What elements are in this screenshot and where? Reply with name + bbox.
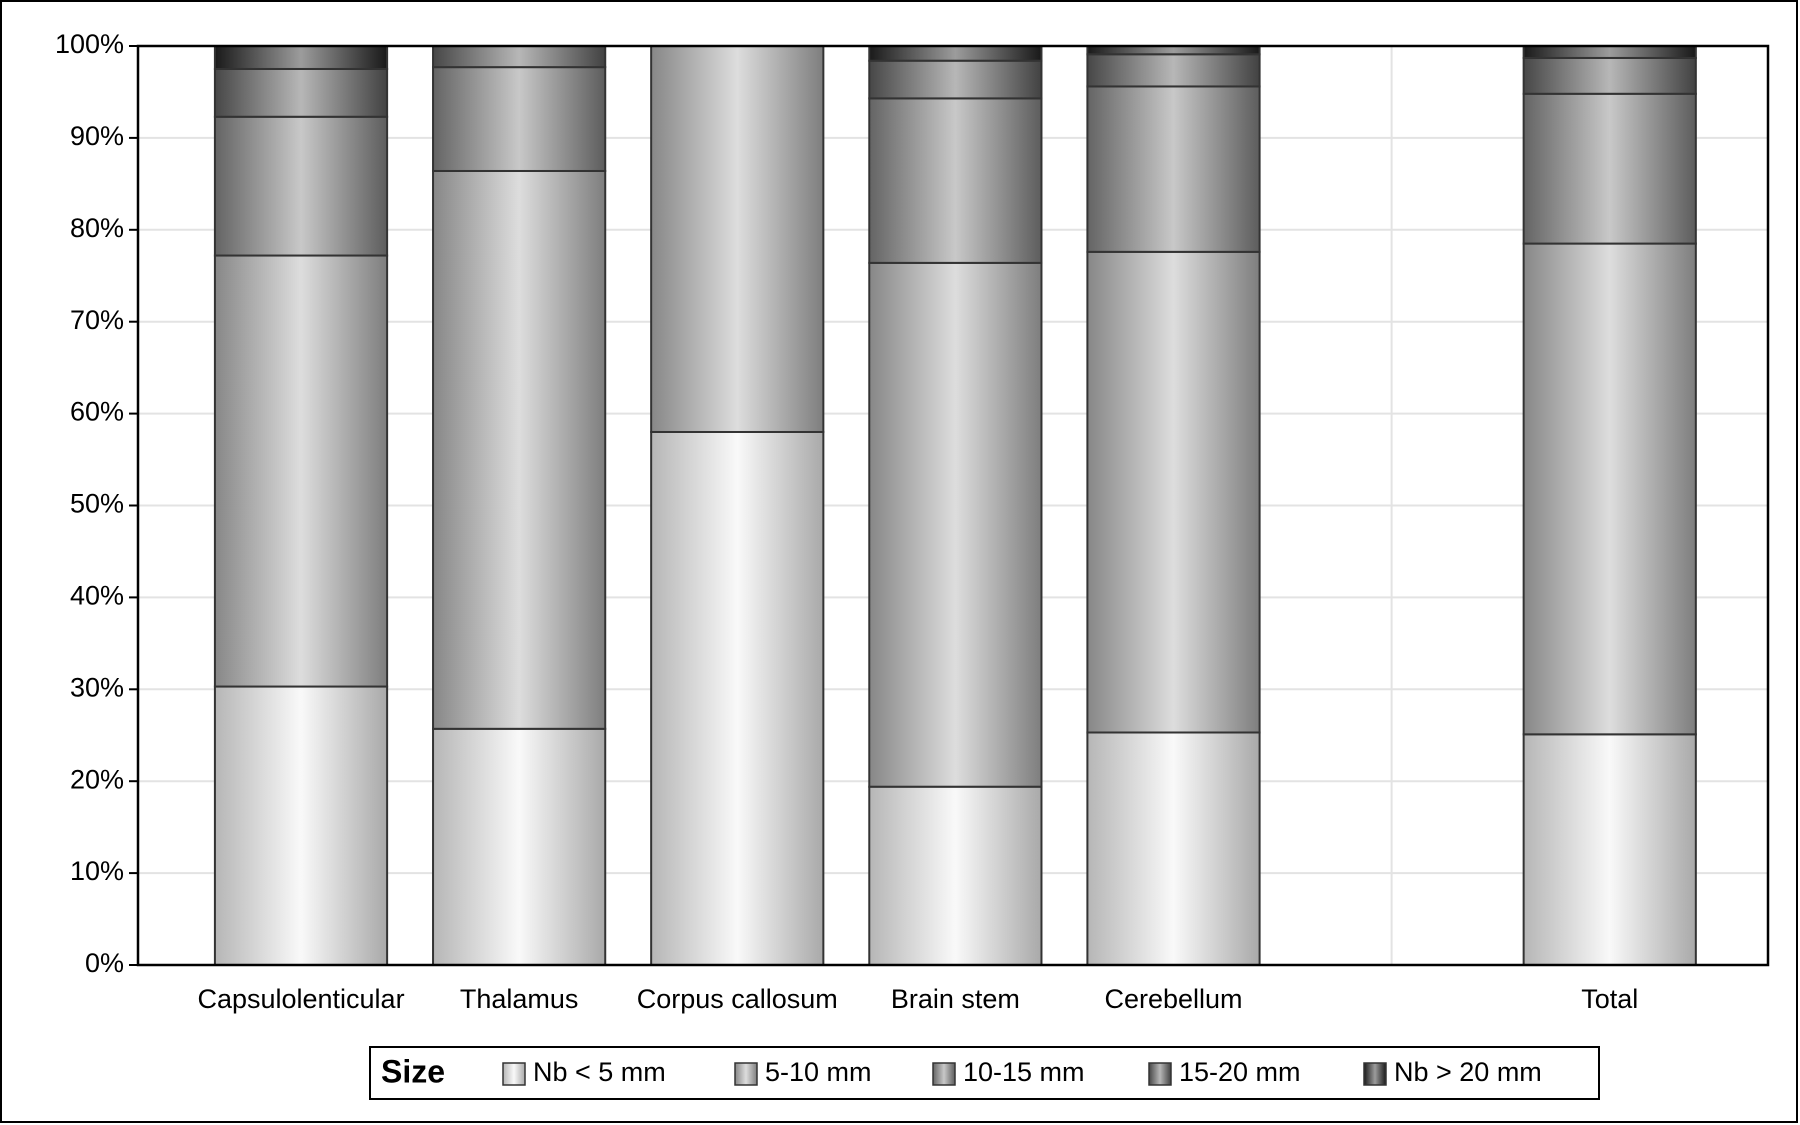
- y-tick-label: 90%: [70, 121, 124, 151]
- bar-segment: [432, 66, 607, 172]
- bar-segment: [1522, 242, 1697, 736]
- x-tick-label: Total: [1581, 984, 1638, 1014]
- x-tick-label: Thalamus: [460, 984, 579, 1014]
- y-tick-label: 70%: [70, 305, 124, 335]
- y-tick-label: 50%: [70, 489, 124, 519]
- bar-segment: [213, 254, 389, 688]
- bar-segment: [1522, 56, 1697, 95]
- legend-label: 5-10 mm: [765, 1057, 872, 1087]
- legend-swatch: [1363, 1062, 1387, 1086]
- legend-label: Nb < 5 mm: [533, 1057, 666, 1087]
- y-tick-label: 100%: [55, 29, 124, 59]
- bar-segment: [213, 45, 389, 70]
- bar-segment: [213, 685, 389, 967]
- x-tick-label: Corpus callosum: [637, 984, 838, 1014]
- bar-segment: [432, 45, 607, 69]
- legend-swatch: [1148, 1062, 1172, 1086]
- x-tick-label: Cerebellum: [1104, 984, 1242, 1014]
- bar-segment: [868, 59, 1043, 100]
- bar-segment: [1086, 731, 1261, 966]
- bar-segment: [213, 67, 389, 118]
- bar-segment: [1086, 53, 1261, 88]
- bar-segment: [1522, 733, 1697, 966]
- y-tick-label: 80%: [70, 213, 124, 243]
- x-tick-label: Brain stem: [891, 984, 1020, 1014]
- bar-segment: [868, 97, 1043, 264]
- bar-segment: [1522, 92, 1697, 245]
- bar-segment: [432, 727, 607, 967]
- legend-label: 10-15 mm: [963, 1057, 1085, 1087]
- bars: [213, 45, 1697, 967]
- y-tick-label: 40%: [70, 581, 124, 611]
- bar-segment: [868, 45, 1043, 62]
- bar-segment: [1086, 250, 1261, 734]
- x-tick-label: Capsulolenticular: [197, 984, 404, 1014]
- y-tick-label: 10%: [70, 856, 124, 886]
- legend: Nb < 5 mm 5-10 mm 10-15 mm 15-20 mm Nb > 20 …: [502, 1057, 1542, 1087]
- y-tick-label: 30%: [70, 672, 124, 702]
- bar-segment: [868, 261, 1043, 788]
- legend-box: [369, 1046, 1600, 1100]
- bar-segment: [650, 430, 825, 967]
- legend-label: Nb > 20 mm: [1394, 1057, 1542, 1087]
- legend-swatch: [932, 1062, 956, 1086]
- bar-segment: [650, 45, 825, 433]
- y-tick-label: 60%: [70, 397, 124, 427]
- bar-segment: [1086, 85, 1261, 253]
- bar-segment: [1522, 45, 1697, 59]
- legend-label: 15-20 mm: [1179, 1057, 1301, 1087]
- y-tick-label: 20%: [70, 764, 124, 794]
- bar-segment: [868, 785, 1043, 966]
- bar-segment: [432, 169, 607, 730]
- legend-swatch: [734, 1062, 758, 1086]
- bar-segment: [213, 115, 389, 257]
- legend-title: Size: [381, 1053, 445, 1089]
- legend-swatch: [502, 1062, 526, 1086]
- y-tick-label: 0%: [85, 948, 124, 978]
